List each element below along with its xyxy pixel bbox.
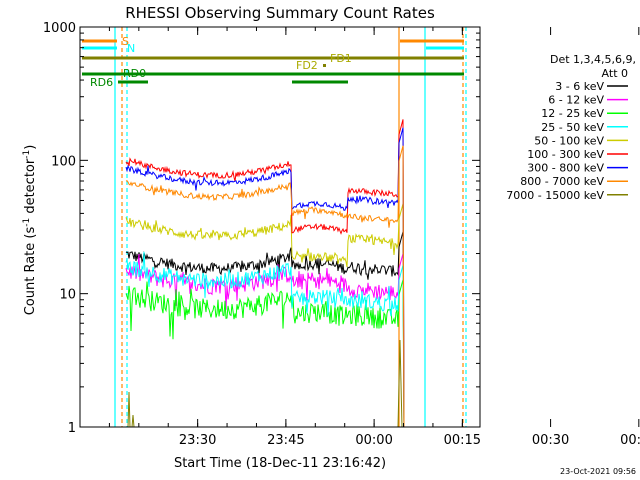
- x-tick-label: 23:45: [267, 433, 304, 448]
- y-axis-label-sup-2: -1: [22, 150, 32, 159]
- annotation-label-rd6: RD6: [90, 76, 113, 89]
- plot-frame: [79, 26, 481, 428]
- annotation-label-n: N: [127, 42, 135, 55]
- legend-label: 100 - 300 keV: [527, 148, 604, 161]
- series-layer: [125, 119, 405, 428]
- legend-title-line-1: Det 1,3,4,5,6,9,: [550, 53, 636, 66]
- x-tick-label: 00:45: [620, 433, 640, 448]
- legend-label: 6 - 12 keV: [548, 94, 604, 107]
- series-line-2: [125, 279, 405, 427]
- footer-timestamp: 23-Oct-2021 09:56: [560, 467, 636, 476]
- series-line-8: [127, 339, 403, 428]
- x-tick-label: 00:00: [355, 433, 392, 448]
- legend-label: 3 - 6 keV: [555, 80, 604, 93]
- annotation-layer: SN FD1 FD2 RD0 RD6: [82, 27, 467, 427]
- y-axis-label: Count Rate (s-1 detector-1): [22, 145, 38, 316]
- y-tick-label: 10: [59, 288, 76, 303]
- series-line-4: [125, 203, 405, 427]
- chart-title: RHESSI Observing Summary Count Rates: [125, 4, 435, 22]
- plot-area: SN FD1 FD2 RD0 RD6 23:30 23:45 00:00 00:15 00:30…: [43, 21, 640, 448]
- legend-title-line-2: Att 0: [602, 67, 628, 80]
- x-tick-label: 00:15: [444, 433, 481, 448]
- series-line-0: [125, 231, 405, 427]
- legend-label: 7000 - 15000 keV: [506, 189, 604, 202]
- annotation-label-fd1: FD1: [330, 52, 352, 65]
- y-axis-label-part-1: Count Rate (s: [23, 227, 38, 316]
- annotation-label-rd0: RD0: [123, 67, 146, 80]
- y-axis-label-sup-1: -1: [22, 218, 32, 227]
- x-tick-label: 23:30: [179, 433, 216, 448]
- legend-label: 12 - 25 keV: [541, 107, 604, 120]
- y-axis-label-part-2: detector: [23, 158, 38, 218]
- y-axis-label-part-3: ): [23, 145, 38, 150]
- y-tick-label: 100: [51, 154, 76, 169]
- x-tick-label: 00:30: [532, 433, 569, 448]
- annotation-label-fd2: FD2: [296, 59, 318, 72]
- legend-label: 50 - 100 keV: [534, 134, 604, 147]
- y-tick-label: 1000: [43, 21, 76, 36]
- axis-layer: 23:30 23:45 00:00 00:15 00:30 00:45 1 10 100 1000: [43, 21, 640, 448]
- series-line-5: [125, 119, 405, 427]
- legend-label: 300 - 800 keV: [527, 162, 604, 175]
- series-line-3: [125, 251, 405, 427]
- y-tick-label: 1: [68, 421, 76, 436]
- legend-label: 25 - 50 keV: [541, 121, 604, 134]
- fd2-marker: [323, 64, 326, 67]
- legend-label: 800 - 7000 keV: [520, 175, 604, 188]
- series-line-6: [125, 127, 405, 427]
- x-axis-label: Start Time (18-Dec-11 23:16:42): [174, 456, 386, 471]
- annotation-label-s: S: [122, 35, 129, 48]
- series-line-7: [125, 145, 405, 427]
